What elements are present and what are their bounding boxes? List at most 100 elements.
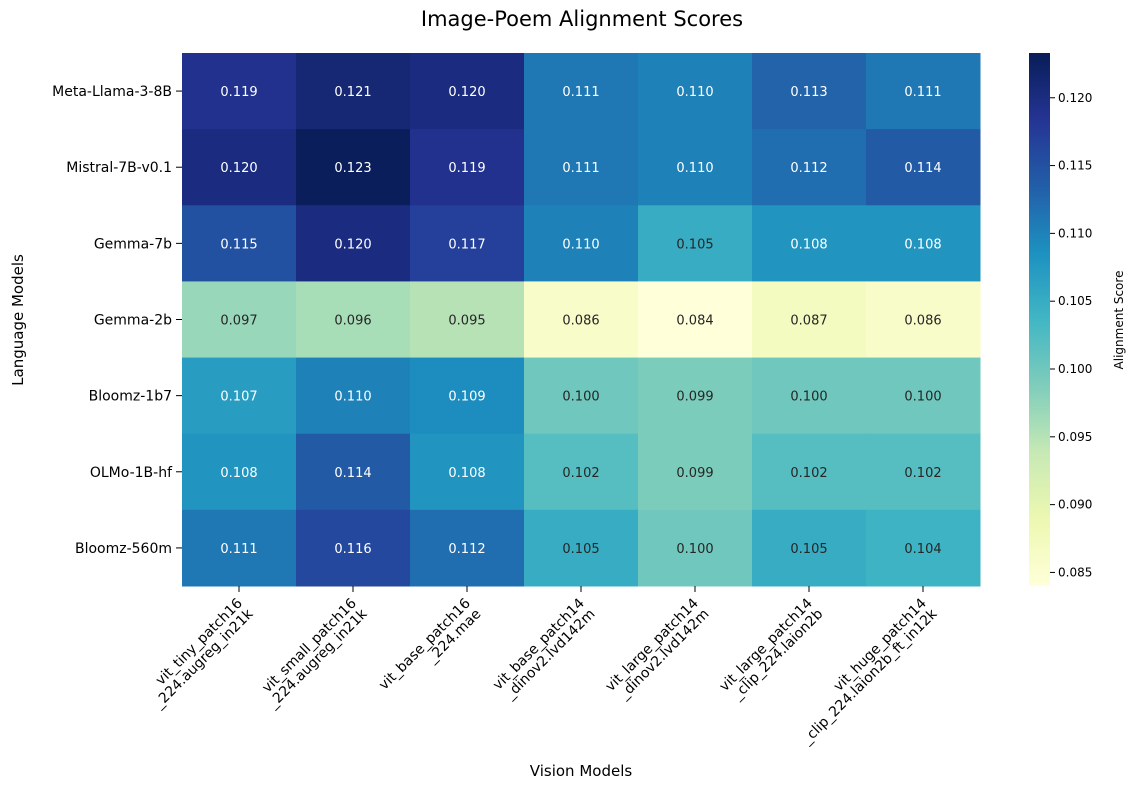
cell-value-label: 0.108 (904, 237, 941, 252)
cell-value-label: 0.105 (562, 542, 599, 557)
heatmap-cell (296, 205, 411, 282)
cell-value-label: 0.108 (448, 466, 485, 481)
y-tick-label: Bloomz-560m (75, 541, 172, 557)
heatmap-cell (866, 53, 981, 130)
heatmap-cell (524, 129, 639, 206)
heatmap-cell (410, 129, 525, 206)
cell-value-label: 0.111 (562, 161, 599, 176)
cell-value-label: 0.105 (676, 237, 713, 252)
heatmap-cell (410, 509, 525, 587)
y-tick-label: Bloomz-1b7 (89, 389, 172, 405)
cell-value-label: 0.117 (448, 237, 485, 252)
heatmap-cell (524, 205, 639, 282)
heatmap-cell (638, 53, 753, 130)
cell-value-label: 0.100 (904, 390, 941, 405)
heatmap-cell (296, 509, 411, 587)
chart-title: Image-Poem Alignment Scores (421, 7, 743, 31)
cell-value-label: 0.120 (334, 237, 371, 252)
heatmap-cell (410, 205, 525, 282)
cell-value-label: 0.086 (904, 314, 941, 329)
colorbar-tick-label: 0.110 (1058, 226, 1092, 240)
heatmap-cell (866, 129, 981, 206)
colorbar-tick-label: 0.100 (1058, 362, 1092, 376)
cell-value-label: 0.111 (220, 542, 257, 557)
x-tick-label: vit_large_patch14_dinov2.lvd142m (602, 595, 712, 705)
cell-value-label: 0.119 (448, 161, 485, 176)
x-tick-label-line: _224.augreg_in21k (150, 605, 257, 712)
heatmap-cell (866, 281, 981, 359)
cell-value-label: 0.123 (334, 161, 371, 176)
heatmap-cell (752, 357, 867, 435)
heatmap-cell (410, 281, 525, 359)
x-tick-label-line: _224.augreg_in21k (264, 605, 371, 712)
y-tick-label: Mistral-7B-v0.1 (66, 160, 172, 176)
colorbar-tick-label: 0.105 (1058, 294, 1092, 308)
x-tick-label-line: vit_tiny_patch16 (153, 595, 246, 688)
cell-value-label: 0.100 (562, 390, 599, 405)
x-tick-label: vit_base_patch16_224.mae (376, 595, 485, 704)
cell-value-label: 0.115 (220, 237, 257, 252)
heatmap-cell (752, 205, 867, 282)
y-tick-label: OLMo-1B-hf (90, 465, 173, 481)
x-tick-label-line: vit_base_patch14 (490, 595, 588, 693)
heatmap-cell (752, 53, 867, 130)
y-tick-label: Meta-Llama-3-8B (52, 84, 172, 100)
heatmap-cell (524, 509, 639, 587)
x-tick-label-line: vit_huge_patch14 (831, 595, 930, 694)
cell-value-label: 0.095 (448, 314, 485, 329)
cell-value-label: 0.112 (790, 161, 827, 176)
heatmap-cell (296, 357, 411, 435)
colorbar (1029, 53, 1050, 586)
cell-value-label: 0.110 (334, 390, 371, 405)
heatmap-cell (524, 433, 639, 511)
cell-value-label: 0.084 (676, 314, 713, 329)
x-tick-label-line: vit_base_patch16 (376, 595, 474, 693)
x-tick-label-line: _clip_224.laion2b (729, 606, 827, 704)
cell-value-label: 0.113 (790, 85, 827, 100)
x-tick-labels: vit_tiny_patch16_224.augreg_in21k vit_sma… (150, 586, 941, 748)
cell-value-label: 0.121 (334, 85, 371, 100)
cell-value-label: 0.100 (790, 390, 827, 405)
x-tick-label-line: vit_large_patch14 (602, 595, 701, 694)
heatmap-cell (752, 281, 867, 359)
heatmap-cell (296, 281, 411, 359)
heatmap-cell (866, 509, 981, 587)
cell-value-label: 0.110 (676, 85, 713, 100)
colorbar-tick-label: 0.090 (1058, 498, 1092, 512)
cell-value-label: 0.108 (790, 237, 827, 252)
x-tick-label-line: vit_large_patch14 (716, 595, 815, 694)
cell-value-label: 0.114 (904, 161, 941, 176)
heatmap-cell (296, 129, 411, 206)
colorbar-label: Alignment Score (1112, 271, 1126, 370)
heatmap-cell (182, 433, 297, 511)
cell-value-label: 0.102 (790, 466, 827, 481)
heatmap-cell (524, 281, 639, 359)
cell-value-label: 0.109 (448, 390, 485, 405)
heatmap-cell (410, 433, 525, 511)
heatmap-cell (638, 205, 753, 282)
cell-value-label: 0.114 (334, 466, 371, 481)
cell-value-label: 0.111 (904, 85, 941, 100)
cell-value-label: 0.108 (220, 466, 257, 481)
x-tick-label: vit_base_patch14_dinov2.lvd142m (490, 595, 599, 704)
cell-value-label: 0.105 (790, 542, 827, 557)
cell-value-label: 0.119 (220, 85, 257, 100)
cell-value-label: 0.110 (676, 161, 713, 176)
cell-value-label: 0.116 (334, 542, 371, 557)
heatmap-cell (866, 357, 981, 435)
colorbar-ticks: 0.085 0.090 0.095 0.100 0.105 0.110 0.115 0.120 (1050, 91, 1092, 579)
cell-value-label: 0.120 (220, 161, 257, 176)
heatmap-cell (410, 53, 525, 130)
heatmap-cell (866, 205, 981, 282)
heatmap-cell (638, 357, 753, 435)
cell-value-label: 0.086 (562, 314, 599, 329)
heatmap-cell (296, 433, 411, 511)
cell-value-label: 0.120 (448, 85, 485, 100)
colorbar-tick-label: 0.115 (1058, 159, 1092, 173)
heatmap-cell (752, 509, 867, 587)
cell-value-label: 0.110 (562, 237, 599, 252)
cell-value-label: 0.087 (790, 314, 827, 329)
colorbar-tick-label: 0.120 (1058, 91, 1092, 105)
y-tick-label: Gemma-7b (94, 236, 172, 252)
y-tick-label: Gemma-2b (94, 313, 172, 329)
